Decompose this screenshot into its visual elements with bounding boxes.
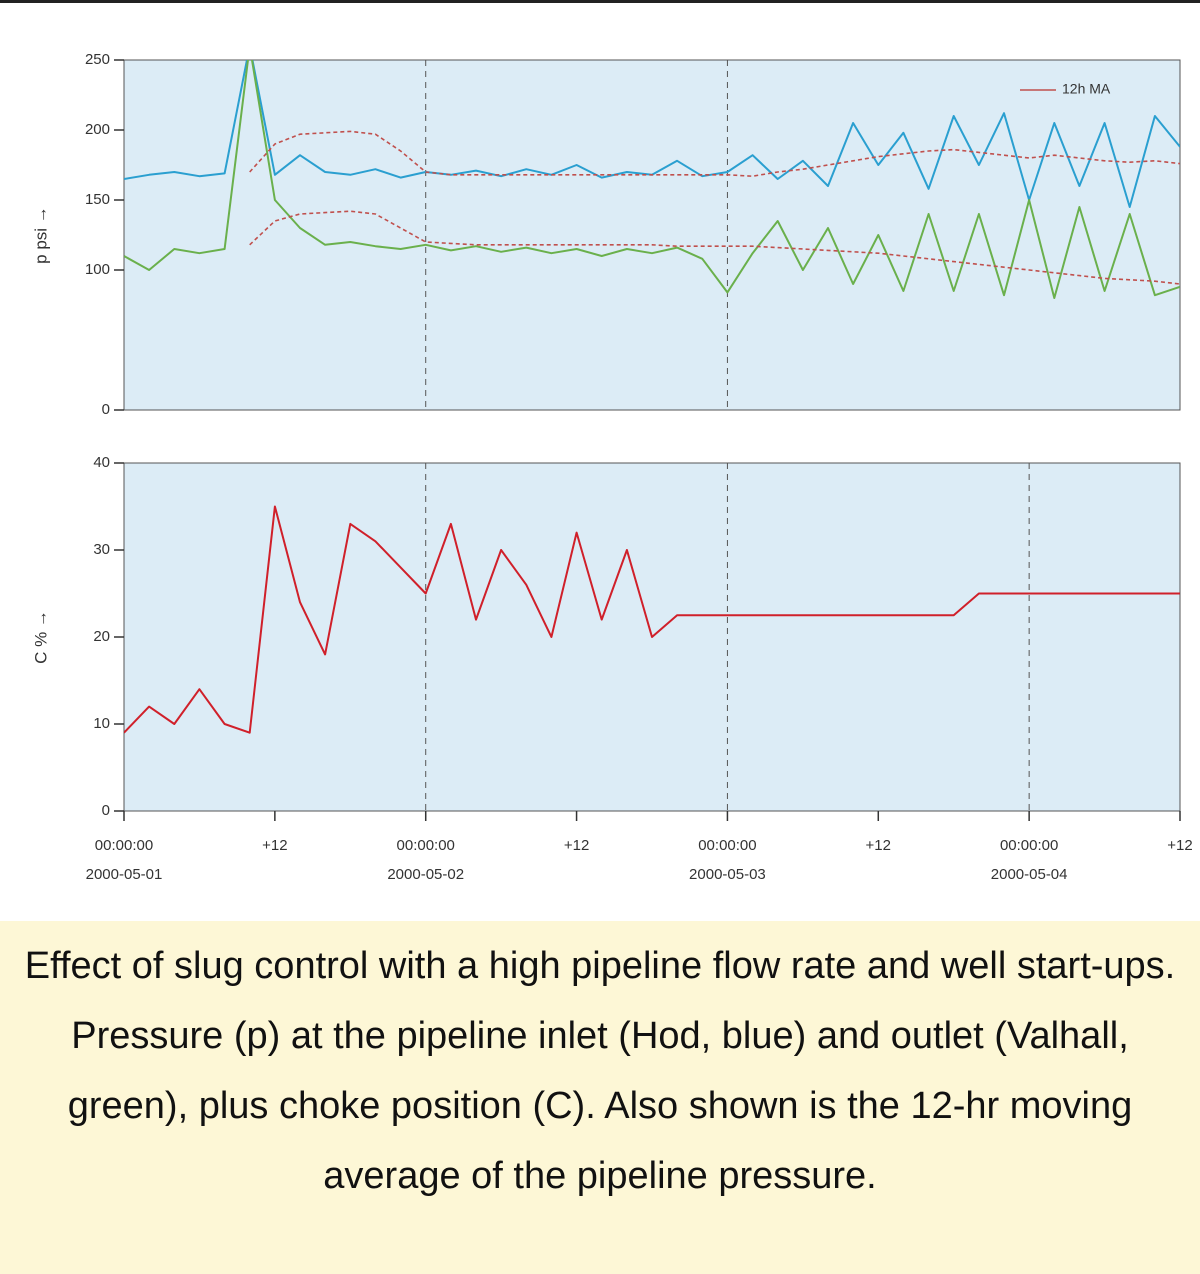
y-tick-label: 40 — [93, 454, 110, 471]
x-tick-label: 00:00:00 — [95, 837, 153, 854]
data-line — [124, 505, 1180, 734]
moving-average-line — [249, 210, 1180, 285]
y-tick-label: 30 — [93, 541, 110, 558]
x-tick-date: 2000-05-02 — [387, 866, 464, 883]
x-tick-label: 00:00:00 — [1000, 837, 1058, 854]
y-axis-label: p psi → — [31, 206, 50, 264]
moving-average-line — [249, 130, 1180, 177]
plot-area — [123, 59, 1181, 411]
plot-lines — [124, 60, 1180, 299]
x-tick-date: 2000-05-03 — [689, 866, 766, 883]
y-axis-label: C % → — [31, 610, 50, 664]
y-tick-label: 250 — [85, 51, 110, 68]
x-tick-date: 2000-05-01 — [86, 866, 163, 883]
y-tick-label: 200 — [85, 121, 110, 138]
x-tick-date: 2000-05-04 — [991, 866, 1068, 883]
y-tick-label: 150 — [85, 191, 110, 208]
y-tick-label: 0 — [102, 802, 110, 819]
legend-label: 12h MA — [1062, 81, 1111, 97]
x-tick-label: 00:00:00 — [698, 837, 756, 854]
chart: 0 100 150 200 250 p psi → 12h MA 0 10 20 30 40 C % →… — [31, 51, 1192, 883]
y-tick-label: 10 — [93, 715, 110, 732]
x-tick-label: +12 — [564, 837, 589, 854]
y-tick-label: 0 — [102, 401, 110, 418]
x-tick-label: +12 — [866, 837, 891, 854]
x-tick-label: 00:00:00 — [397, 837, 455, 854]
data-line — [124, 60, 1180, 299]
caption: Effect of slug control with a high pipel… — [0, 921, 1200, 1274]
y-tick-label: 100 — [85, 261, 110, 278]
y-tick-label: 20 — [93, 628, 110, 645]
x-tick-label: +12 — [262, 837, 287, 854]
x-tick-label: +12 — [1167, 837, 1192, 854]
plot-lines — [124, 505, 1180, 734]
